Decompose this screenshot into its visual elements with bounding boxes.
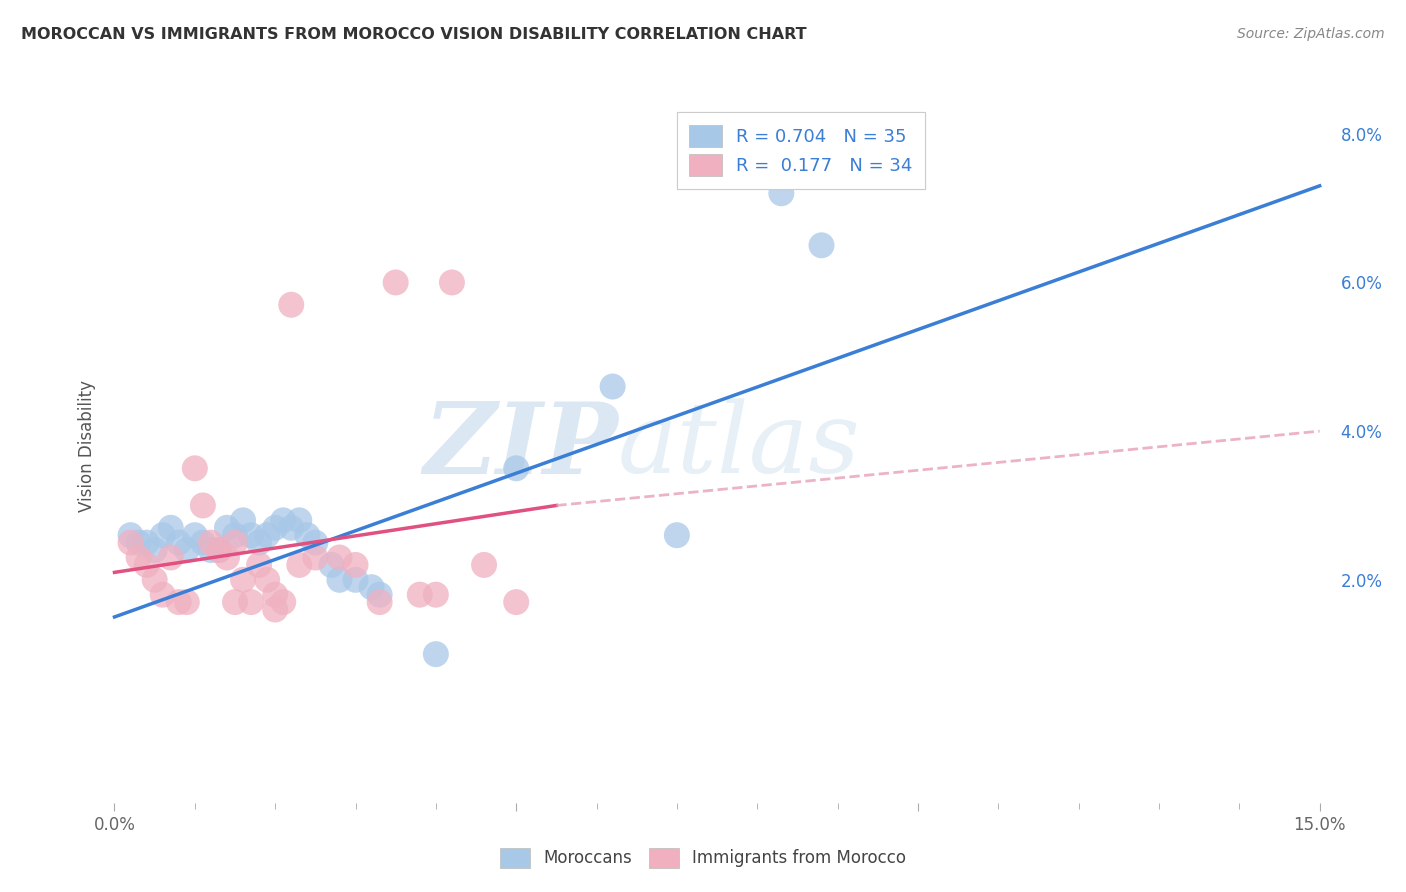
Legend: R = 0.704   N = 35, R =  0.177   N = 34: R = 0.704 N = 35, R = 0.177 N = 34 [676, 112, 925, 189]
Point [344, 573, 367, 587]
Point [224, 595, 246, 609]
Point [425, 588, 447, 602]
Point [120, 528, 142, 542]
Legend: Moroccans, Immigrants from Morocco: Moroccans, Immigrants from Morocco [494, 841, 912, 875]
Point [288, 558, 311, 572]
Text: Source: ZipAtlas.com: Source: ZipAtlas.com [1237, 27, 1385, 41]
Point [256, 528, 278, 542]
Point [409, 588, 432, 602]
Point [152, 588, 174, 602]
Point [191, 535, 214, 549]
Point [143, 573, 166, 587]
Point [240, 595, 263, 609]
Text: MOROCCAN VS IMMIGRANTS FROM MOROCCO VISION DISABILITY CORRELATION CHART: MOROCCAN VS IMMIGRANTS FROM MOROCCO VISI… [21, 27, 807, 42]
Point [208, 543, 231, 558]
Point [360, 580, 382, 594]
Point [176, 595, 198, 609]
Point [200, 543, 222, 558]
Point [297, 528, 319, 542]
Point [810, 238, 832, 252]
Point [665, 528, 688, 542]
Point [135, 535, 157, 549]
Point [440, 276, 463, 290]
Point [321, 558, 343, 572]
Point [247, 558, 270, 572]
Point [256, 573, 278, 587]
Point [264, 521, 287, 535]
Point [184, 528, 207, 542]
Point [264, 588, 287, 602]
Point [143, 543, 166, 558]
Point [224, 528, 246, 542]
Point [602, 379, 624, 393]
Point [271, 513, 294, 527]
Point [128, 550, 150, 565]
Point [368, 588, 391, 602]
Point [425, 647, 447, 661]
Y-axis label: Vision Disability: Vision Disability [79, 380, 96, 512]
Point [159, 521, 181, 535]
Point [167, 595, 190, 609]
Point [472, 558, 495, 572]
Point [280, 298, 302, 312]
Point [224, 535, 246, 549]
Text: ZIP: ZIP [423, 398, 619, 494]
Point [215, 521, 238, 535]
Point [304, 535, 326, 549]
Point [240, 528, 263, 542]
Point [770, 186, 793, 201]
Point [128, 535, 150, 549]
Point [280, 521, 302, 535]
Point [505, 461, 527, 475]
Point [159, 550, 181, 565]
Point [232, 573, 254, 587]
Point [152, 528, 174, 542]
Point [271, 595, 294, 609]
Point [368, 595, 391, 609]
Point [328, 550, 350, 565]
Point [120, 535, 142, 549]
Text: atlas: atlas [619, 399, 860, 493]
Point [247, 535, 270, 549]
Point [264, 602, 287, 616]
Point [328, 573, 350, 587]
Point [384, 276, 406, 290]
Point [505, 595, 527, 609]
Point [176, 543, 198, 558]
Point [215, 550, 238, 565]
Point [200, 535, 222, 549]
Point [344, 558, 367, 572]
Point [167, 535, 190, 549]
Point [232, 513, 254, 527]
Point [184, 461, 207, 475]
Point [304, 550, 326, 565]
Point [208, 543, 231, 558]
Point [191, 499, 214, 513]
Point [288, 513, 311, 527]
Point [135, 558, 157, 572]
